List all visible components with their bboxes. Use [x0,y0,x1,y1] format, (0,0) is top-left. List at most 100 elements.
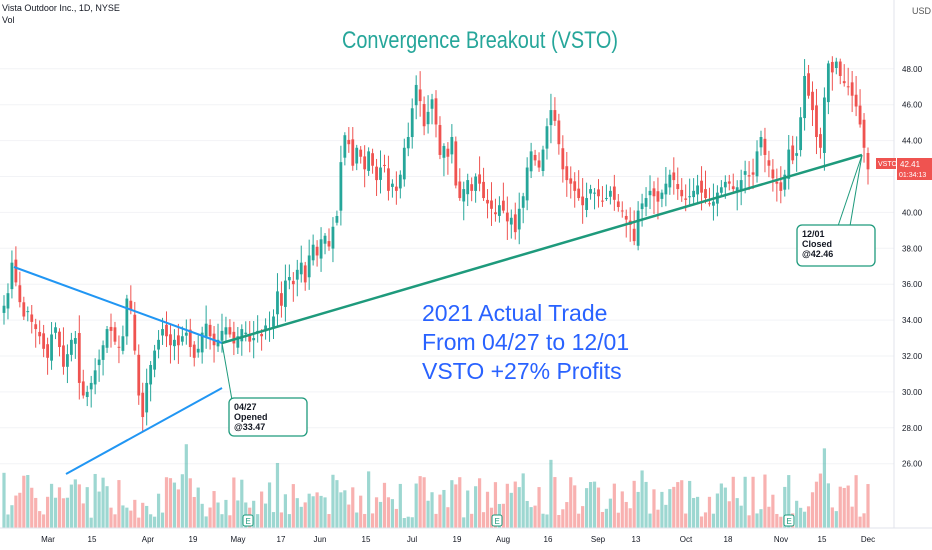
volume-bar [501,503,505,528]
open-note[interactable]: 04/27 Opened @33.47 [228,397,308,437]
candle-body [470,184,474,191]
volume-bar [569,477,573,528]
y-tick-label: 32.00 [902,352,923,361]
candle-body [680,189,684,197]
volume-bar [648,513,652,528]
candle-body [307,255,311,278]
volume-bar [73,479,77,528]
candle-body [66,354,69,367]
volume-bar [688,480,692,528]
volume-bar [826,483,830,528]
candle-body [664,183,668,195]
volume-bar [485,491,490,528]
volume-bar [176,489,180,528]
candle-body [228,327,232,335]
volume-bar [553,477,557,528]
candle-body [513,214,517,233]
candle-body [216,339,220,347]
candle-body [73,338,77,344]
volume-bar [109,507,113,528]
volume-bar [862,513,866,528]
candle-body [450,137,454,155]
volume-bar [596,487,601,528]
earnings-marker-icon[interactable] [783,514,795,527]
earnings-marker-icon[interactable] [242,514,254,527]
volume-bar [573,485,577,528]
candle-body [287,277,291,281]
candle-body [862,119,866,148]
gridlines [0,68,894,465]
close-note-pointer-b [849,154,863,227]
volume-bar [676,482,680,528]
volume-bar [446,507,450,528]
candle-body [751,172,755,175]
candle-body [50,334,53,361]
volume-bar [739,505,743,528]
volume-bar [172,482,177,528]
volume-bar [279,512,284,528]
candle-body [517,208,521,230]
volume-bar [240,479,244,528]
volume-bar [378,501,383,528]
volume-bar [184,444,188,528]
volume-bar [703,512,708,528]
x-tick-label: May [230,535,245,544]
candle-body [632,228,636,242]
candle-body [826,63,830,103]
candle-body [81,381,85,396]
candle-body [573,181,577,191]
volume-bar [196,487,200,528]
candle-body [474,176,478,191]
volume-bar [160,512,165,528]
candle-body [299,262,303,275]
candle-body [430,99,434,109]
volume-bar [145,505,149,528]
triangle-lower-line [65,387,223,475]
candle-body [529,151,533,172]
volume-bar [799,507,803,528]
x-tick-label: Jul [407,535,417,544]
volume-bar [283,494,287,528]
earnings-marker-icon[interactable] [491,514,503,527]
volume-bar [105,486,109,528]
candle-body [422,104,426,127]
candle-body [498,205,501,216]
volume-bar [418,476,422,528]
x-tick-label: Apr [142,535,155,544]
volume-bar [549,459,553,528]
volume-bars [2,444,870,528]
volume-bar [129,510,133,528]
candle-body [624,215,628,220]
candle-body [605,198,608,200]
candle-body [648,190,652,196]
candle-body [220,330,224,341]
candle-body [351,139,355,166]
volume-bar [311,496,315,528]
candle-body [454,141,458,186]
last-price-tag: VSTO 42.41 01:34:13 [876,158,932,180]
volume-bar [513,481,517,528]
candle-body [569,178,573,184]
volume-bar [541,513,545,528]
volume-bar [723,487,727,528]
volume-bar [267,482,272,528]
chart-title: Convergence Breakout (VSTO) [342,27,618,54]
volume-bar [636,491,640,528]
candle-body [101,345,105,360]
candle-body [192,344,196,358]
close-note-price: @42.46 [802,249,833,259]
candle-body [141,392,145,418]
candle-body [442,145,446,158]
candle-body [549,110,553,126]
x-tick-label: Jun [314,535,327,544]
candle-body [434,98,438,125]
candle-body [367,151,371,171]
candle-body [394,186,398,191]
close-note[interactable]: 12/01 Closed @42.46 [796,224,876,267]
volume-bar [291,484,295,528]
volume-bar [454,484,458,528]
open-note-date: 04/27 [234,402,257,412]
candle-body [541,149,545,172]
volume-bar [474,486,478,528]
candle-body [137,354,141,396]
